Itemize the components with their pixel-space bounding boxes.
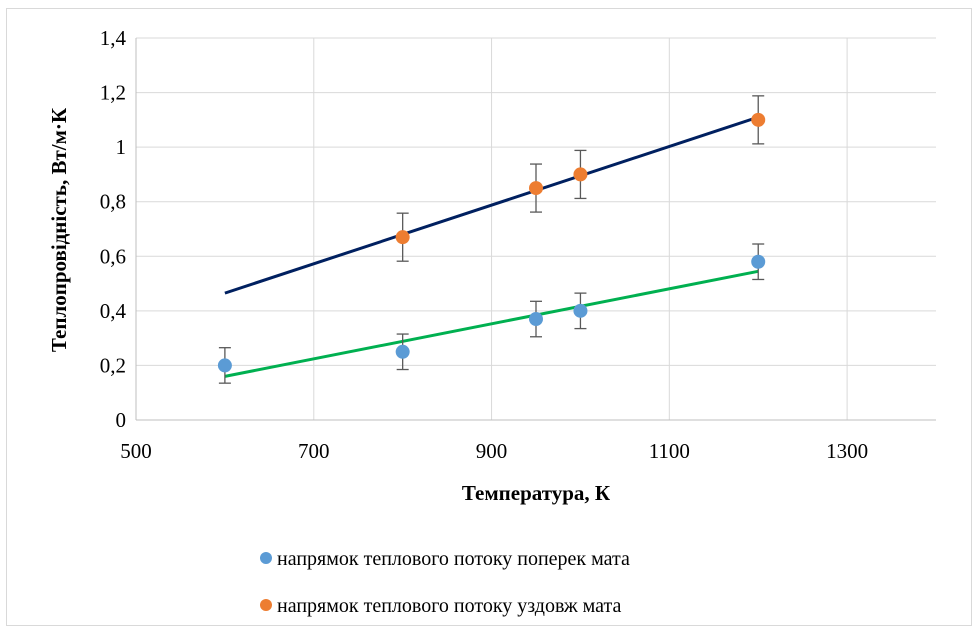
grid-layer	[136, 37, 936, 420]
legend: напрямок теплового потоку поперек мата н…	[260, 548, 630, 617]
x-axis-title: Температура, К	[462, 481, 611, 505]
x-tick-label: 900	[476, 439, 508, 463]
point-layer	[217, 112, 766, 373]
data-point-series-2[interactable]	[529, 181, 543, 196]
tick-label-layer: 0 0,2 0,4 0,6 0,8 1 1,2 1,4 500 700 900 1100 1300	[100, 26, 868, 463]
x-tick-label: 700	[298, 439, 330, 463]
legend-marker-series-1	[260, 552, 272, 564]
x-tick-label: 1300	[826, 439, 868, 463]
data-point-series-1[interactable]	[217, 358, 232, 373]
chart-frame	[6, 8, 972, 626]
y-tick-label: 0,4	[100, 299, 127, 323]
axis-layer	[135, 38, 936, 421]
x-tick-label: 500	[120, 439, 152, 463]
y-tick-label: 1	[116, 135, 127, 159]
y-tick-label: 0,2	[100, 353, 126, 377]
y-tick-label: 0,6	[100, 244, 126, 268]
y-tick-label: 1,2	[100, 81, 126, 105]
y-tick-label: 0	[116, 408, 127, 432]
legend-label-series-1: напрямок теплового потоку поперек мата	[277, 548, 630, 570]
legend-label-series-2: напрямок теплового потоку уздовж мата	[277, 595, 622, 617]
data-point-series-2[interactable]	[751, 112, 766, 127]
legend-marker-series-2	[260, 599, 272, 611]
trendline-series-2	[224, 115, 759, 295]
data-point-series-2[interactable]	[573, 167, 588, 182]
y-tick-label: 0,8	[100, 190, 126, 214]
trendline-series-1	[224, 269, 759, 378]
data-point-series-1[interactable]	[529, 312, 543, 327]
y-axis-title: Теплопровідність, Вт/м·К	[47, 107, 71, 352]
trendline-layer	[224, 115, 759, 378]
data-point-series-1[interactable]	[395, 344, 410, 359]
data-point-series-1[interactable]	[751, 254, 766, 269]
x-tick-label: 1100	[649, 439, 690, 463]
legend-item-series-1[interactable]: напрямок теплового потоку поперек мата	[260, 548, 630, 570]
y-tick-label: 1,4	[100, 26, 127, 50]
data-point-series-1[interactable]	[573, 303, 588, 318]
data-point-series-2[interactable]	[395, 230, 410, 245]
legend-item-series-2[interactable]: напрямок теплового потоку уздовж мата	[260, 595, 622, 617]
